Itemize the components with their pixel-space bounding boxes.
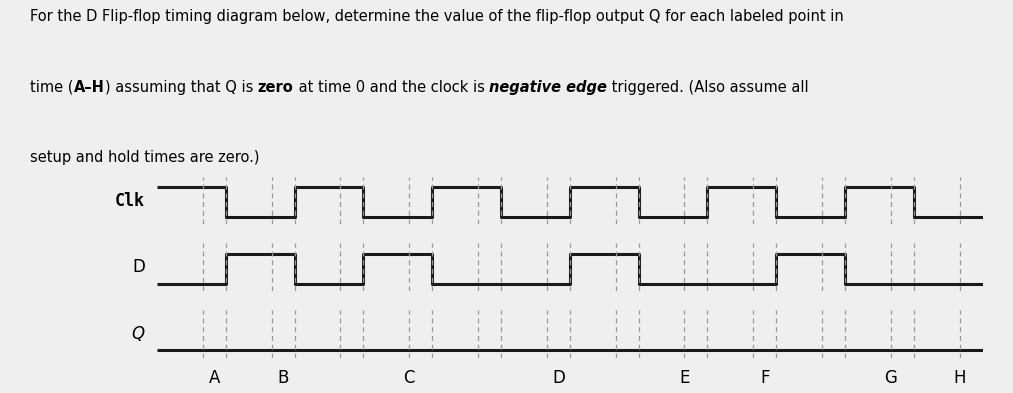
Text: triggered. (Also assume all: triggered. (Also assume all bbox=[607, 79, 808, 95]
Text: zero: zero bbox=[257, 79, 294, 95]
Text: negative edge: negative edge bbox=[489, 79, 607, 95]
Text: time (: time ( bbox=[30, 79, 74, 95]
Text: A: A bbox=[209, 369, 220, 387]
Text: setup and hold times are zero.): setup and hold times are zero.) bbox=[30, 150, 260, 165]
Text: E: E bbox=[680, 369, 690, 387]
Text: A–H: A–H bbox=[74, 79, 104, 95]
Text: ) assuming that Q is: ) assuming that Q is bbox=[104, 79, 257, 95]
Text: D: D bbox=[552, 369, 565, 387]
Text: at time 0 and the clock is: at time 0 and the clock is bbox=[294, 79, 489, 95]
Text: C: C bbox=[403, 369, 415, 387]
Text: G: G bbox=[884, 369, 898, 387]
Text: Q: Q bbox=[132, 325, 145, 343]
Text: F: F bbox=[760, 369, 770, 387]
Text: H: H bbox=[953, 369, 966, 387]
Text: For the D Flip-flop timing diagram below, determine the value of the flip-flop o: For the D Flip-flop timing diagram below… bbox=[30, 9, 844, 24]
Text: B: B bbox=[278, 369, 289, 387]
Text: D: D bbox=[132, 258, 145, 276]
Text: Clk: Clk bbox=[114, 192, 145, 209]
